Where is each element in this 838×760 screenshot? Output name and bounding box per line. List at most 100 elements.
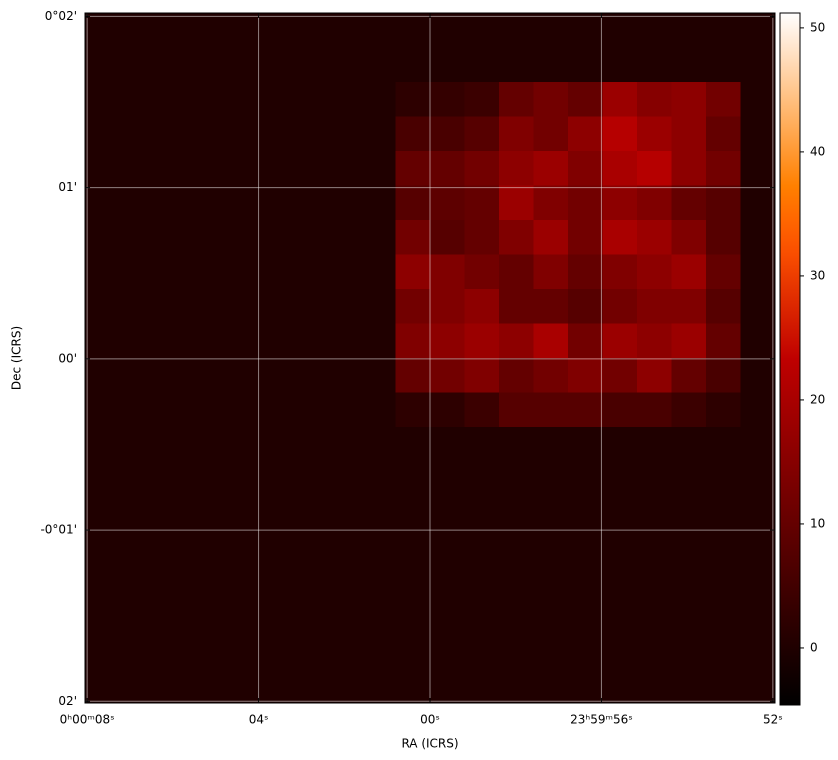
pixel [706,47,741,83]
pixel [671,185,707,221]
pixel [292,392,327,428]
pixel [499,530,534,566]
pixel [464,323,500,359]
pixel [85,358,120,393]
pixel [430,599,465,635]
pixel [740,599,776,635]
pixel [85,323,120,359]
pixel [740,13,776,48]
pixel [223,151,258,186]
pixel [154,47,189,83]
pixel [740,392,776,428]
pixel [430,254,465,290]
pixel [706,13,741,48]
pixel [188,82,224,117]
pixel [637,289,672,324]
pixel [533,254,569,290]
image [85,13,776,704]
pixel [740,289,776,324]
pixel [740,461,776,497]
pixel [361,289,396,324]
pixel [395,13,431,48]
y-tick-label: -0°01' [40,523,77,537]
pixel [671,220,707,255]
pixel [499,634,534,669]
pixel [602,427,638,462]
pixel [361,185,396,221]
pixel [257,13,293,48]
pixel [499,47,534,83]
pixel [533,496,569,531]
pixel [671,116,707,152]
colorbar-tick-label: 0 [810,640,818,654]
pixel [154,392,189,428]
pixel [464,599,500,635]
pixel [154,427,189,462]
pixel [671,82,707,117]
pixel [119,254,155,290]
pixel [223,82,258,117]
pixel [533,668,569,704]
pixel [223,358,258,393]
pixel [637,427,672,462]
pixel [223,185,258,221]
pixel [154,254,189,290]
pixel [430,496,465,531]
pixel [533,47,569,83]
pixel [154,496,189,531]
pixel [602,599,638,635]
pixel [568,668,603,704]
pixel [533,323,569,359]
pixel [361,392,396,428]
pixel [361,151,396,186]
pixel [568,254,603,290]
pixel [499,599,534,635]
pixel [257,254,293,290]
pixel [292,185,327,221]
pixel [292,530,327,566]
pixel [154,668,189,704]
pixel [430,461,465,497]
pixel [119,565,155,600]
pixel [706,496,741,531]
pixel [223,289,258,324]
pixel [430,82,465,117]
pixel [188,427,224,462]
pixel [85,185,120,221]
pixel [257,47,293,83]
pixel [361,116,396,152]
pixel [637,530,672,566]
pixel [637,599,672,635]
pixel [464,358,500,393]
pixel [430,116,465,152]
pixel [602,565,638,600]
pixel [430,289,465,324]
pixel [706,82,741,117]
pixel [637,220,672,255]
pixel [740,496,776,531]
pixel [671,358,707,393]
pixel [119,323,155,359]
pixel [637,13,672,48]
pixel [740,82,776,117]
pixel [430,47,465,83]
pixel [602,323,638,359]
colorbar-tick-label: 30 [810,268,825,282]
pixel [85,634,120,669]
pixel [499,82,534,117]
pixel [740,151,776,186]
pixel [740,427,776,462]
pixel [499,185,534,221]
pixel [568,116,603,152]
pixel [671,496,707,531]
pixel [706,220,741,255]
pixel [706,392,741,428]
pixel [533,565,569,600]
pixel [326,116,362,152]
pixel [602,47,638,83]
pixel [223,392,258,428]
pixel [188,13,224,48]
pixel [499,13,534,48]
pixel [533,634,569,669]
pixel [671,47,707,83]
